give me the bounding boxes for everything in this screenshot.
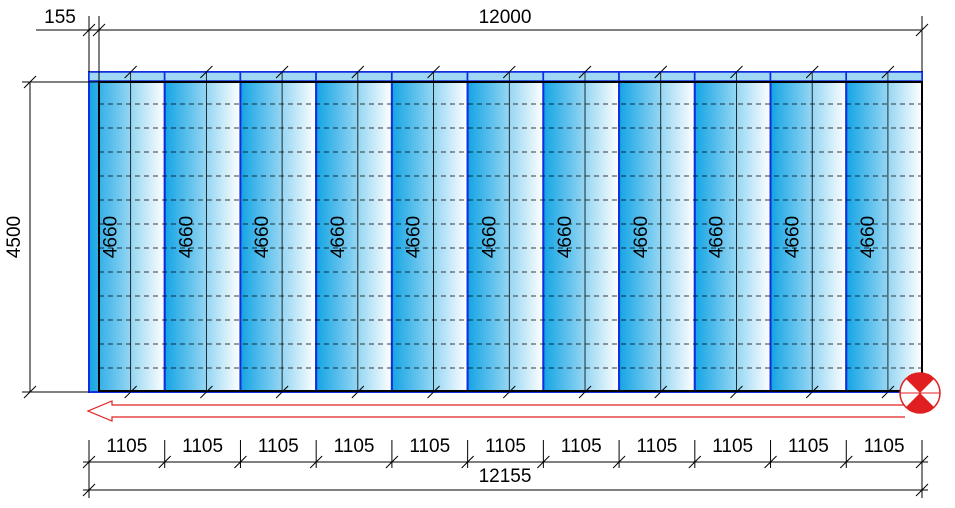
- height-label: 4500: [4, 216, 25, 258]
- tick: [654, 65, 668, 79]
- panel-top: [694, 71, 772, 82]
- dim-tick: [385, 455, 399, 469]
- direction-arrow: [86, 400, 905, 422]
- dim-tick: [839, 455, 853, 469]
- panel-width: 1105: [485, 436, 526, 457]
- panel-width: 1105: [409, 436, 450, 457]
- panel-top: [542, 71, 620, 82]
- dim-tick: [309, 455, 323, 469]
- panel-width: 1105: [561, 436, 602, 457]
- panel-top: [315, 71, 393, 82]
- panel: [693, 71, 772, 393]
- panel-top: [239, 71, 317, 82]
- panel-length: 4660: [782, 216, 803, 258]
- start-marker: [899, 372, 941, 414]
- tick: [805, 65, 819, 79]
- tick: [124, 65, 138, 79]
- panel-width: 1105: [712, 436, 753, 457]
- panels: 4660 4660 4660 4660 4660 4660 4660 4660 4660 4660…: [88, 65, 923, 399]
- panel-top: [769, 71, 848, 82]
- panel-top: [845, 71, 923, 82]
- tick: [351, 65, 365, 79]
- dim-tick: [764, 455, 777, 469]
- offset-label: 155: [44, 7, 76, 28]
- tick: [275, 65, 289, 79]
- panel-width: 1105: [106, 436, 147, 457]
- left-dimension: [22, 75, 99, 399]
- bottom-dimension: [82, 440, 929, 498]
- dim-tick: [461, 455, 474, 469]
- panel-top: [391, 71, 469, 82]
- panel-length: 4660: [707, 216, 728, 258]
- panel-length: 4660: [479, 216, 500, 258]
- dim-tick: [915, 455, 929, 469]
- panel-length: 4660: [101, 216, 122, 258]
- panel-width: 1105: [788, 436, 829, 457]
- panel-length: 4660: [555, 216, 576, 258]
- dim-tick: [688, 455, 702, 469]
- roof-outline: [98, 81, 923, 392]
- panel-length: 4660: [176, 216, 197, 258]
- span-label: 12000: [479, 7, 532, 28]
- panel-width: 1105: [182, 436, 223, 457]
- panel-length: 4660: [631, 216, 652, 258]
- panel-length: 4660: [404, 216, 425, 258]
- panel-width: 1105: [864, 436, 905, 457]
- tick: [881, 65, 895, 79]
- panel-width: 1105: [258, 436, 299, 457]
- panel-top: [163, 71, 242, 82]
- panel-length: 4660: [858, 216, 879, 258]
- panel-width: 1105: [637, 436, 678, 457]
- panel-top: [618, 71, 696, 82]
- top-dimension: [36, 16, 929, 82]
- panel-width: 1105: [334, 436, 375, 457]
- panel: [88, 71, 166, 393]
- panel-top: [88, 71, 166, 82]
- dim-tick: [234, 455, 247, 469]
- dim-tick: [82, 455, 96, 469]
- panel-length: 4660: [328, 216, 349, 258]
- tick: [578, 65, 592, 79]
- dim-tick: [537, 455, 550, 469]
- panel: [618, 71, 696, 393]
- total-label: 12155: [479, 466, 532, 487]
- tick: [502, 65, 516, 79]
- panel-top: [466, 71, 545, 82]
- dim-tick: [612, 455, 626, 469]
- dim-tick: [158, 455, 172, 469]
- tick: [200, 65, 213, 79]
- tick: [730, 65, 743, 79]
- tick: [427, 65, 440, 79]
- panel-length: 4660: [252, 216, 273, 258]
